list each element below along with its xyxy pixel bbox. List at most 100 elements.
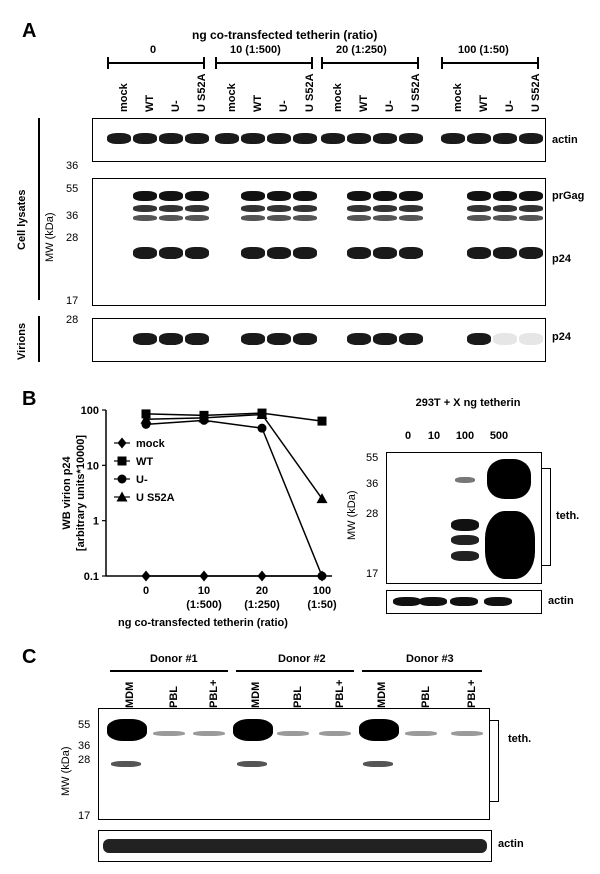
teth-mdm-main (233, 719, 273, 741)
group-bracket-0 (107, 57, 205, 69)
gag-band-2 (133, 205, 157, 212)
teth-pbl (405, 731, 437, 736)
gag-band-2 (493, 205, 517, 212)
p24-virion-band (133, 333, 157, 345)
data-point (141, 570, 151, 582)
lane-label-a: WT (478, 94, 490, 112)
lane-label-a: mock (226, 83, 238, 112)
gag-band-3 (267, 215, 291, 221)
p24-lysate-band (519, 247, 543, 259)
p24-virion-band (293, 333, 317, 345)
data-point (257, 570, 267, 582)
marker-a-55: 55 (66, 183, 79, 195)
donor-line-2 (236, 670, 354, 672)
actin-band-c (103, 839, 487, 853)
data-point (316, 493, 328, 504)
teth-pbl (277, 731, 309, 736)
p24-virion-band (159, 333, 183, 345)
gag-band-3 (399, 215, 423, 221)
lane-label-a: mock (452, 83, 464, 112)
lane-label-a: mock (332, 83, 344, 112)
panel-a-letter: A (22, 20, 37, 42)
blot-b-title-text: 293T + X ng tetherin (415, 397, 521, 409)
data-point (198, 412, 210, 423)
marker-c-17: 17 (78, 810, 91, 822)
actin-band-b (419, 597, 447, 606)
x-tick-label: 100 (313, 585, 331, 597)
marker-c-36: 36 (78, 740, 91, 752)
lane-label-b: 10 (427, 430, 441, 442)
actin-label-c: actin (498, 838, 524, 850)
lane-label-a: U- (278, 100, 290, 112)
lane-label-c: PBL (420, 686, 432, 708)
group-label-0: 0 (150, 44, 157, 56)
lane-label-b: 500 (489, 430, 509, 442)
marker-a-17: 17 (66, 295, 79, 307)
p24-virion-band (493, 333, 517, 345)
prgag-band (185, 191, 209, 201)
lysates-line (38, 118, 40, 300)
series-line (145, 419, 323, 577)
prgag-band (493, 191, 517, 201)
p24-virion-band (185, 333, 209, 345)
band-label-p24-lysate: p24 (552, 253, 571, 265)
actin-band-a (519, 133, 543, 144)
actin-band-a (373, 133, 397, 144)
p24-lysate-band (467, 247, 491, 259)
data-point (140, 413, 152, 424)
lane-label-b: 0 (404, 430, 412, 442)
p24-lysate-band (493, 247, 517, 259)
gag-band-3 (493, 215, 517, 221)
marker-b-55: 55 (366, 452, 379, 464)
panel-b-letter: B (22, 388, 37, 410)
p24-lysate-band (399, 247, 423, 259)
group-bracket-10 (215, 57, 313, 69)
lane-label-a: WT (252, 94, 264, 112)
actin-band-a (133, 133, 157, 144)
lane-label-a: U S52A (196, 73, 208, 112)
group-label-10: 10 (1:500) (230, 44, 281, 56)
actin-band-a (185, 133, 209, 144)
p24-virion-band (519, 333, 543, 345)
prgag-band (159, 191, 183, 201)
gag-band-2 (267, 205, 291, 212)
p24-lysate-band (347, 247, 371, 259)
x-tick-sublabel: (1:50) (307, 599, 337, 611)
teth-bracket-b (542, 468, 551, 566)
donor-label-2: Donor #2 (278, 653, 326, 665)
teth-mdm-main (359, 719, 399, 741)
lane-label-c: PBL+ (466, 679, 478, 708)
legend-label: U- (136, 474, 148, 486)
x-tick-label: 0 (143, 585, 149, 597)
gag-band-2 (519, 205, 543, 212)
blot-b-actin (386, 590, 542, 614)
actin-band-b (450, 597, 478, 606)
lane-label-c: PBL+ (208, 679, 220, 708)
teth-pbl (153, 731, 185, 736)
prgag-band (293, 191, 317, 201)
gag-band-2 (347, 205, 371, 212)
blot-b-title: 293T + X ng tetherin (392, 397, 544, 410)
gag-band-2 (467, 205, 491, 212)
actin-band-a (347, 133, 371, 144)
teth-mdm-low (363, 761, 393, 767)
actin-band-a (215, 133, 239, 144)
p24-virion-band (399, 333, 423, 345)
lane-label-c: MDM (376, 681, 388, 708)
teth-pbl-plus (451, 731, 483, 736)
prgag-band (267, 191, 291, 201)
legend-label: WT (136, 456, 153, 468)
p24-lysate-band (241, 247, 265, 259)
x-tick-sublabel: (1:500) (186, 599, 222, 611)
legend-label: U S52A (136, 492, 175, 504)
lane-label-a: U- (504, 100, 516, 112)
donor-line-3 (362, 670, 482, 672)
band-label-actin: actin (552, 134, 578, 146)
y-tick-label: 10 (87, 460, 99, 472)
actin-label-b: actin (548, 595, 574, 607)
cell-lysates-label: Cell lysates (16, 189, 28, 250)
lane-label-a: WT (144, 94, 156, 112)
chart-ylabel-line2: [arbitrary units*10000] (75, 435, 87, 551)
actin-band-a (441, 133, 465, 144)
p24-virion-band (373, 333, 397, 345)
